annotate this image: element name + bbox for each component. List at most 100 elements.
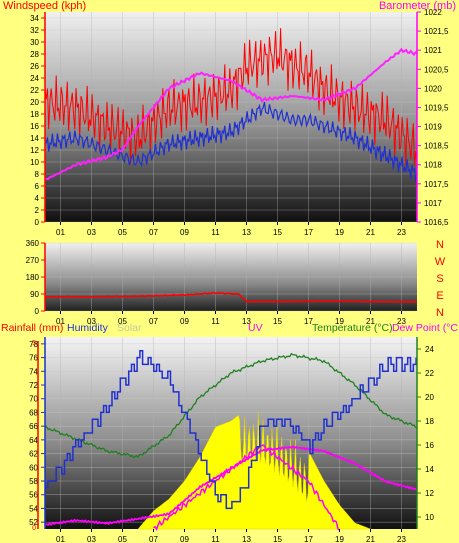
x-tick-label: 15 bbox=[273, 535, 282, 543]
y-right-tick-label: 18 bbox=[425, 417, 434, 426]
y-right-tick-label: 1021 bbox=[424, 46, 442, 55]
y-left-tick-label: 26 bbox=[30, 62, 39, 71]
y-right-tick-label: 1022 bbox=[424, 8, 442, 17]
y-left-tick-label: 54 bbox=[29, 504, 38, 513]
series-lines bbox=[44, 28, 418, 531]
x-tick-label: 01 bbox=[56, 317, 65, 326]
x-tick-label: 11 bbox=[211, 317, 220, 326]
series-wind-direction bbox=[45, 291, 418, 304]
y-left-tick-label: 66 bbox=[29, 422, 38, 431]
y-tick-label: 270 bbox=[26, 256, 40, 265]
x-tick-label: 09 bbox=[180, 228, 189, 237]
y-tick-label: 360 bbox=[26, 239, 40, 248]
x-tick-label: 17 bbox=[304, 317, 313, 326]
compass-label: S bbox=[436, 273, 443, 285]
x-tick-label: 13 bbox=[242, 228, 251, 237]
y-right-tick-label: 1019,5 bbox=[424, 103, 449, 112]
legend-temperature: Temperature (°C) bbox=[312, 322, 393, 334]
y-right-tick-label: 12 bbox=[425, 489, 434, 498]
y-left-tick-label: 74 bbox=[29, 367, 38, 376]
y-left-tick-label: 2 bbox=[35, 206, 40, 215]
y-left-tick-label: 32 bbox=[30, 26, 39, 35]
y-right-tick-label: 1019 bbox=[424, 123, 442, 132]
x-tick-label: 23 bbox=[397, 535, 406, 543]
series-barometer bbox=[44, 47, 418, 181]
y-left-tick-label: 56 bbox=[29, 491, 38, 500]
y-left-tick-label: 30 bbox=[30, 38, 39, 47]
rainfall-tick-label: 5 bbox=[32, 340, 36, 347]
x-tick-label: 13 bbox=[242, 317, 251, 326]
x-tick-label: 21 bbox=[366, 228, 375, 237]
barometer-axis-label: Barometer (mb) bbox=[379, 0, 456, 12]
y-right-tick-label: 22 bbox=[425, 369, 434, 378]
compass-label: N bbox=[436, 239, 444, 251]
y-left-tick-label: 4 bbox=[35, 194, 40, 203]
legend-dew-point: Dew Point (°C bbox=[392, 322, 458, 334]
y-left-tick-label: 62 bbox=[29, 450, 38, 459]
compass-label: N bbox=[436, 307, 444, 319]
y-tick-label: 0 bbox=[35, 307, 40, 316]
x-tick-label: 21 bbox=[366, 535, 375, 543]
y-left-tick-label: 64 bbox=[29, 436, 38, 445]
y-left-tick-label: 78 bbox=[29, 340, 38, 349]
x-tick-label: 01 bbox=[56, 535, 65, 543]
y-right-tick-label: 1020,5 bbox=[424, 65, 449, 74]
y-left-tick-label: 8 bbox=[35, 170, 40, 179]
x-tick-label: 23 bbox=[397, 317, 406, 326]
y-left-tick-label: 28 bbox=[30, 50, 39, 59]
x-tick-label: 15 bbox=[273, 317, 282, 326]
x-tick-label: 17 bbox=[304, 535, 313, 543]
y-left-tick-label: 22 bbox=[30, 86, 39, 95]
y-left-tick-label: 12 bbox=[30, 146, 39, 155]
x-tick-label: 15 bbox=[273, 228, 282, 237]
x-tick-label: 01 bbox=[56, 228, 65, 237]
y-right-tick-label: 14 bbox=[425, 465, 434, 474]
y-left-tick-label: 6 bbox=[35, 182, 40, 191]
y-left-tick-label: 34 bbox=[30, 14, 39, 23]
windspeed-axis-label: Windspeed (kph) bbox=[3, 0, 86, 12]
y-right-tick-label: 20 bbox=[425, 393, 434, 402]
y-left-tick-label: 18 bbox=[30, 110, 39, 119]
x-tick-label: 19 bbox=[335, 228, 344, 237]
x-tick-label: 03 bbox=[87, 317, 96, 326]
y-right-tick-label: 1018 bbox=[424, 161, 442, 170]
legend-rainfall: Rainfall (mm) bbox=[1, 322, 63, 334]
y-right-tick-label: 1016,5 bbox=[424, 218, 449, 227]
y-right-tick-label: 16 bbox=[425, 441, 434, 450]
series-humidity bbox=[45, 349, 417, 510]
x-tick-label: 11 bbox=[211, 535, 220, 543]
y-right-tick-label: 1018,5 bbox=[424, 142, 449, 151]
y-left-tick-label: 0 bbox=[35, 218, 40, 227]
x-tick-label: 03 bbox=[87, 228, 96, 237]
y-left-tick-label: 72 bbox=[29, 381, 38, 390]
y-left-tick-label: 58 bbox=[29, 477, 38, 486]
y-right-tick-label: 10 bbox=[425, 513, 434, 522]
series-dew-point bbox=[44, 444, 418, 526]
compass-label: E bbox=[436, 290, 443, 302]
x-tick-label: 09 bbox=[180, 535, 189, 543]
series-temperature bbox=[44, 352, 418, 459]
x-tick-label: 13 bbox=[242, 535, 251, 543]
x-tick-label: 07 bbox=[149, 535, 158, 543]
legend-solar: Solar bbox=[117, 322, 142, 334]
y-right-tick-label: 1017 bbox=[424, 199, 442, 208]
y-left-tick-label: 20 bbox=[30, 98, 39, 107]
y-left-tick-label: 10 bbox=[30, 158, 39, 167]
y-right-tick-label: 1017,5 bbox=[424, 180, 449, 189]
x-tick-label: 21 bbox=[366, 317, 375, 326]
x-tick-label: 09 bbox=[180, 317, 189, 326]
y-right-tick-label: 24 bbox=[425, 345, 434, 354]
series-wind-avg bbox=[44, 101, 418, 183]
rainfall-tick-label: 0 bbox=[32, 525, 36, 532]
legend-humidity: Humidity bbox=[67, 322, 109, 334]
y-right-tick-label: 1020 bbox=[424, 84, 442, 93]
x-tick-label: 03 bbox=[87, 535, 96, 543]
x-tick-label: 07 bbox=[149, 317, 158, 326]
y-left-tick-label: 68 bbox=[29, 408, 38, 417]
x-tick-label: 07 bbox=[149, 228, 158, 237]
y-left-tick-label: 70 bbox=[29, 395, 38, 404]
y-left-tick-label: 76 bbox=[29, 354, 38, 363]
x-tick-label: 23 bbox=[397, 228, 406, 237]
x-tick-label: 19 bbox=[335, 535, 344, 543]
